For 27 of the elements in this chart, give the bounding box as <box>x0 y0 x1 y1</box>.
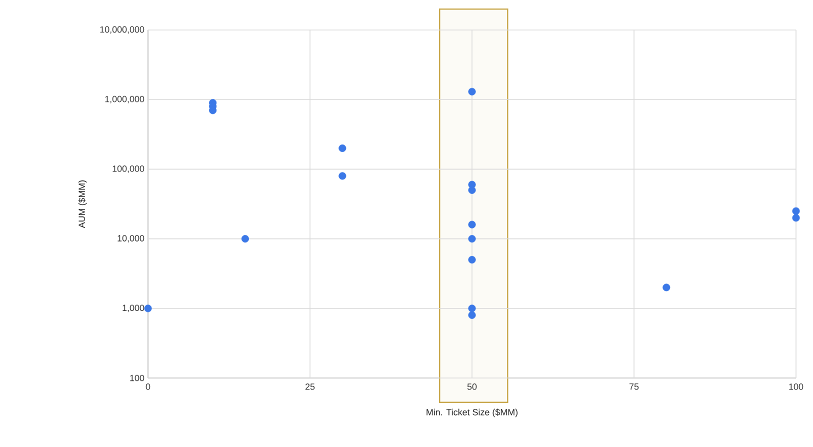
point <box>241 235 249 243</box>
point <box>468 235 476 243</box>
y-tick-label: 1,000,000 <box>105 96 144 104</box>
point <box>662 284 670 292</box>
point <box>144 304 152 312</box>
x-tick-label: 75 <box>629 384 639 390</box>
point <box>468 256 476 264</box>
y-axis-title: AUM ($MM) <box>78 180 87 228</box>
y-tick-label: 10,000 <box>118 235 144 242</box>
point <box>792 214 800 222</box>
x-tick-label: 25 <box>305 384 315 390</box>
point <box>468 304 476 312</box>
y-tick-label: 1,000 <box>122 304 144 312</box>
y-tick-label: 100,000 <box>112 165 144 173</box>
point <box>338 144 346 152</box>
point <box>338 172 346 180</box>
y-tick-label: 100 <box>130 374 144 382</box>
point <box>468 311 476 319</box>
y-tick-label: 10,000,000 <box>100 26 144 34</box>
x-axis-title: Min. Ticket Size ($MM) <box>426 408 518 418</box>
x-tick-label: 0 <box>146 384 150 390</box>
point <box>468 88 476 96</box>
x-tick-label: 50 <box>467 384 477 390</box>
point <box>468 186 476 194</box>
point <box>468 220 476 228</box>
x-tick-label: 100 <box>789 384 804 390</box>
point <box>792 207 800 215</box>
